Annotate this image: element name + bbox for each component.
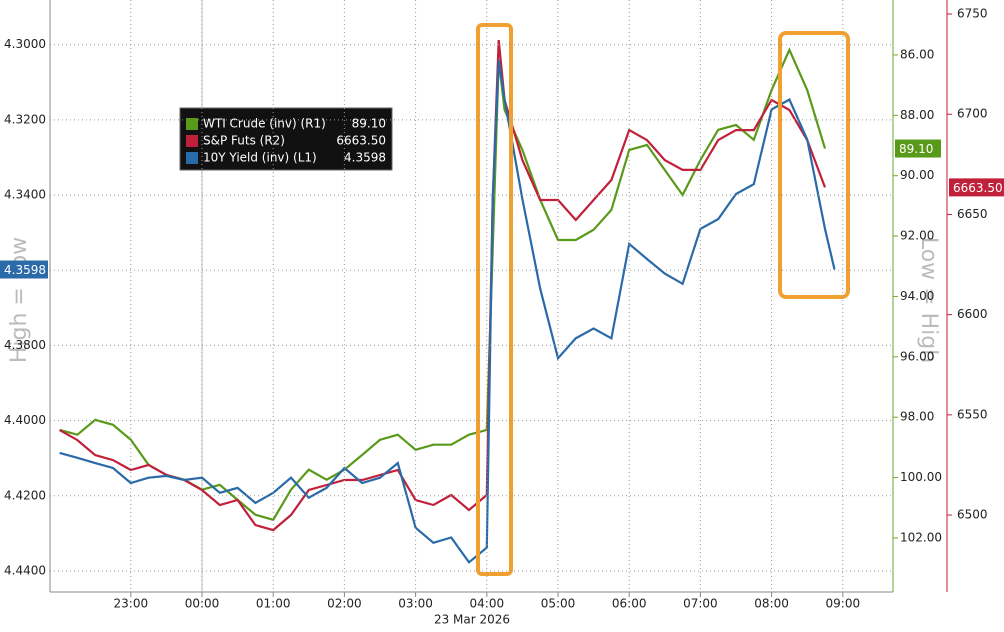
legend-label: WTI Crude (inv) (R1) bbox=[203, 117, 326, 131]
y3-tick-label: 6550 bbox=[957, 407, 988, 421]
right-axis-title: Low = High bbox=[916, 237, 941, 363]
y3-tick-label: 6500 bbox=[957, 508, 988, 522]
plot bbox=[59, 39, 836, 564]
y3-tick-label: 6650 bbox=[957, 207, 988, 221]
y-tick-label: 4.3400 bbox=[4, 188, 46, 202]
y2-tick-label: 92.00 bbox=[900, 229, 934, 243]
y3-tick-label: 6750 bbox=[957, 7, 988, 21]
y-tick-label: 4.4000 bbox=[4, 413, 46, 427]
highlight-box bbox=[778, 31, 850, 299]
value-badge-label: 6663.50 bbox=[953, 181, 1003, 195]
series-line bbox=[59, 39, 827, 532]
x-tick-label: 05:00 bbox=[541, 597, 576, 611]
legend-swatch bbox=[186, 135, 198, 147]
x-tick-label: 07:00 bbox=[683, 597, 718, 611]
legend bbox=[179, 107, 393, 171]
y-tick-label: 4.3800 bbox=[4, 338, 46, 352]
legend-label: 10Y Yield (inv) (L1) bbox=[203, 151, 317, 165]
y-tick-label: 4.3000 bbox=[4, 37, 46, 51]
legend-value: 4.3598 bbox=[344, 151, 386, 165]
legend-swatch bbox=[186, 152, 198, 164]
x-tick-label: 00:00 bbox=[185, 597, 220, 611]
legend-label: S&P Futs (R2) bbox=[203, 134, 285, 148]
y2-tick-label: 96.00 bbox=[900, 349, 934, 363]
series-line bbox=[59, 59, 836, 564]
x-tick-label: 01:00 bbox=[256, 597, 291, 611]
x-tick-label: 23:00 bbox=[114, 597, 149, 611]
legend-value: 89.10 bbox=[352, 117, 386, 131]
date-label: 23 Mar 2026 bbox=[434, 613, 510, 627]
x-tick-label: 08:00 bbox=[754, 597, 789, 611]
highlight-box bbox=[476, 23, 513, 576]
left-axis-title: High = Low bbox=[7, 237, 32, 363]
x-tick-label: 04:00 bbox=[470, 597, 505, 611]
y-tick-label: 4.3200 bbox=[4, 112, 46, 126]
value-badge-label: 89.10 bbox=[899, 142, 933, 156]
value-badge bbox=[949, 178, 1004, 197]
x-tick-label: 09:00 bbox=[826, 597, 861, 611]
y2-tick-label: 102.00 bbox=[900, 530, 942, 544]
y3-tick-label: 6700 bbox=[957, 107, 988, 121]
value-badge bbox=[895, 139, 941, 158]
y2-tick-label: 88.00 bbox=[900, 108, 934, 122]
y2-tick-label: 94.00 bbox=[900, 289, 934, 303]
x-tick-label: 02:00 bbox=[327, 597, 362, 611]
y3-tick-label: 6600 bbox=[957, 307, 988, 321]
value-badge-label: 4.3598 bbox=[4, 263, 46, 277]
y2-tick-label: 98.00 bbox=[900, 410, 934, 424]
y-tick-label: 4.4200 bbox=[4, 488, 46, 502]
y-tick-label: 4.4400 bbox=[4, 563, 46, 577]
y2-tick-label: 100.00 bbox=[900, 470, 942, 484]
x-tick-label: 06:00 bbox=[612, 597, 647, 611]
legend-swatch bbox=[186, 118, 198, 130]
legend-value: 6663.50 bbox=[336, 134, 386, 148]
x-tick-label: 03:00 bbox=[398, 597, 433, 611]
y2-tick-label: 86.00 bbox=[900, 47, 934, 61]
y2-tick-label: 90.00 bbox=[900, 168, 934, 182]
value-badge bbox=[0, 260, 48, 279]
